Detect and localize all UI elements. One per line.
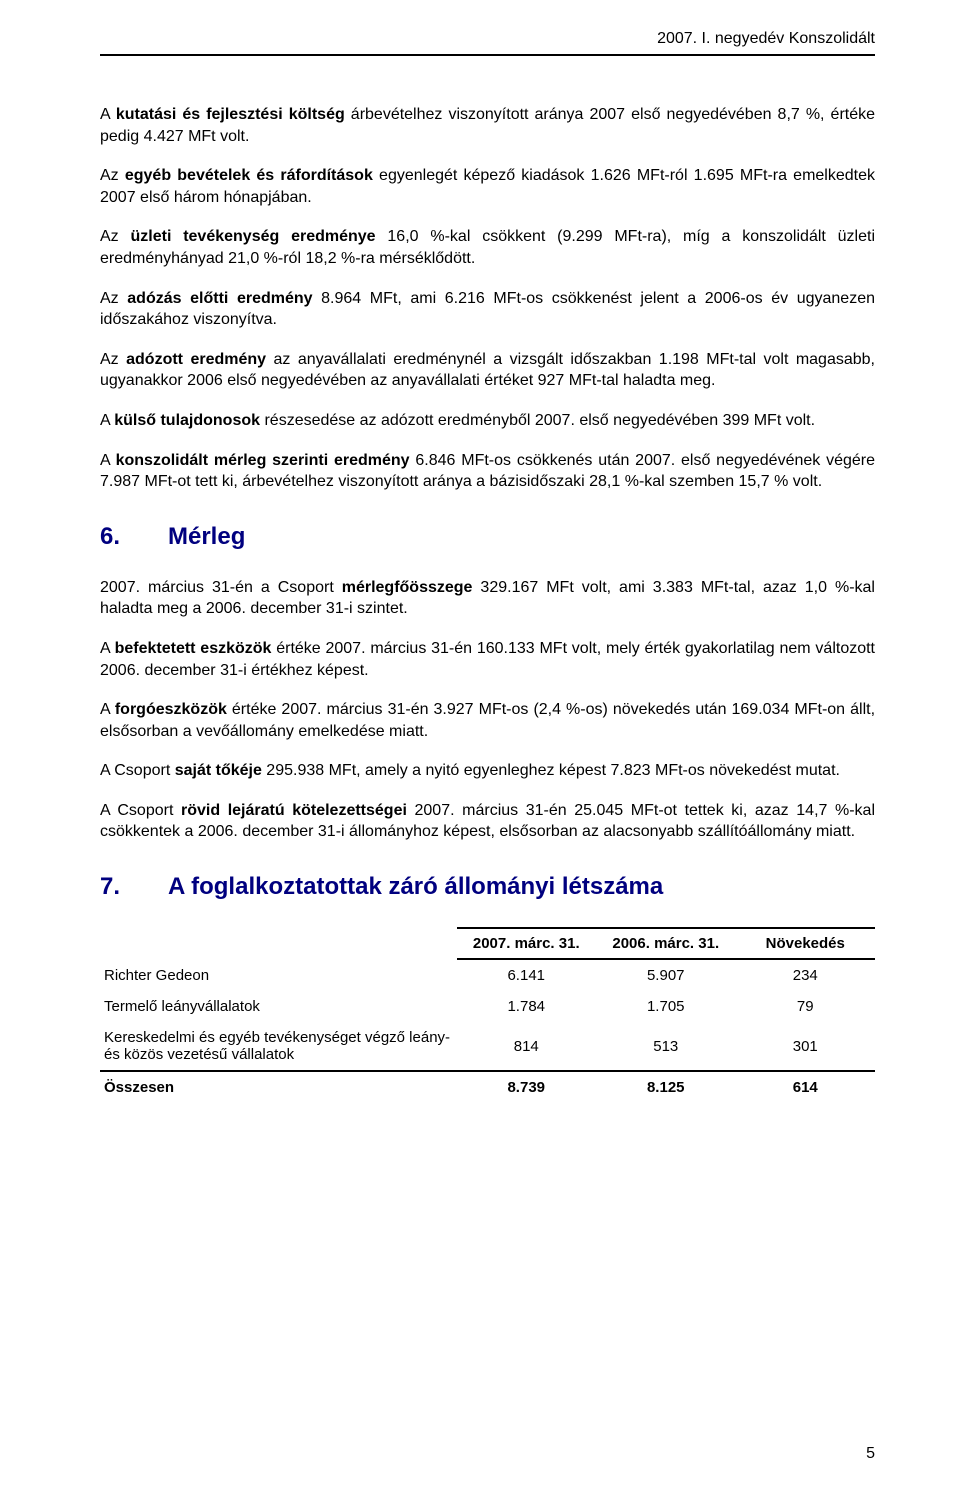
row-value: 301 <box>736 1022 876 1071</box>
table-row: Termelő leányvállalatok 1.784 1.705 79 <box>100 991 875 1022</box>
row-value: 6.141 <box>457 959 597 991</box>
row-value: 79 <box>736 991 876 1022</box>
table-row: Kereskedelmi és egyéb tevékenységet végz… <box>100 1022 875 1071</box>
bold-term: konszolidált mérleg szerinti eredmény <box>116 452 410 469</box>
total-label: Összesen <box>100 1071 457 1103</box>
table-header-blank <box>100 928 457 959</box>
total-value: 614 <box>736 1071 876 1103</box>
bold-term: forgóeszközök <box>115 701 227 718</box>
total-value: 8.739 <box>457 1071 597 1103</box>
text: Az <box>100 351 126 368</box>
paragraph-external-owners: A külső tulajdonosok részesedése az adóz… <box>100 410 875 432</box>
section-title: Mérleg <box>168 523 245 550</box>
table-total-row: Összesen 8.739 8.125 614 <box>100 1071 875 1103</box>
paragraph-pretax-result: Az adózás előtti eredmény 8.964 MFt, ami… <box>100 288 875 331</box>
text: részesedése az adózott eredményből 2007.… <box>260 412 815 429</box>
bold-term: mérlegfőösszege <box>342 579 473 596</box>
text: A <box>100 640 115 657</box>
paragraph-business-result: Az üzleti tevékenység eredménye 16,0 %-k… <box>100 226 875 269</box>
table-row: Richter Gedeon 6.141 5.907 234 <box>100 959 875 991</box>
page-number: 5 <box>866 1445 875 1463</box>
section-7-heading: 7.A foglalkoztatottak záró állományi lét… <box>100 873 875 901</box>
text: A <box>100 452 116 469</box>
row-value: 234 <box>736 959 876 991</box>
row-value: 1.784 <box>457 991 597 1022</box>
text: A <box>100 412 114 429</box>
paragraph-consolidated-balance: A konszolidált mérleg szerinti eredmény … <box>100 450 875 493</box>
paragraph-invested-assets: A befektetett eszközök értéke 2007. márc… <box>100 638 875 681</box>
paragraph-balance-total: 2007. március 31-én a Csoport mérlegfőös… <box>100 577 875 620</box>
text: Az <box>100 228 131 245</box>
section-title: A foglalkoztatottak záró állományi létsz… <box>168 873 663 900</box>
bold-term: befektetett eszközök <box>115 640 272 657</box>
text: A Csoport <box>100 802 181 819</box>
section-6-heading: 6.Mérleg <box>100 523 875 551</box>
employee-table: 2007. márc. 31. 2006. márc. 31. Növekedé… <box>100 927 875 1103</box>
bold-term: külső tulajdonosok <box>114 412 260 429</box>
section-number: 6. <box>100 523 168 551</box>
table-header-2007: 2007. márc. 31. <box>457 928 597 959</box>
section-number: 7. <box>100 873 168 901</box>
bold-term: adózás előtti eredmény <box>127 290 312 307</box>
paragraph-other-income: Az egyéb bevételek és ráfordítások egyen… <box>100 165 875 208</box>
paragraph-equity: A Csoport saját tőkéje 295.938 MFt, amel… <box>100 760 875 782</box>
row-label: Termelő leányvállalatok <box>100 991 457 1022</box>
text: Az <box>100 290 127 307</box>
bold-term: üzleti tevékenység eredménye <box>131 228 376 245</box>
table-header-growth: Növekedés <box>736 928 876 959</box>
row-value: 5.907 <box>596 959 736 991</box>
bold-term: egyéb bevételek és ráfordítások <box>125 167 373 184</box>
row-label: Richter Gedeon <box>100 959 457 991</box>
bold-term: adózott eredmény <box>126 351 266 368</box>
paragraph-taxed-result: Az adózott eredmény az anyavállalati ere… <box>100 349 875 392</box>
text: Az <box>100 167 125 184</box>
paragraph-current-assets: A forgóeszközök értéke 2007. március 31-… <box>100 699 875 742</box>
text: A <box>100 106 116 123</box>
row-label: Kereskedelmi és egyéb tevékenységet végz… <box>100 1022 457 1071</box>
text: A <box>100 701 115 718</box>
row-value: 513 <box>596 1022 736 1071</box>
text: 295.938 MFt, amely a nyitó egyenleghez k… <box>262 762 840 779</box>
page-header: 2007. I. negyedév Konszolidált <box>100 30 875 48</box>
bold-term: kutatási és fejlesztési költség <box>116 106 345 123</box>
total-value: 8.125 <box>596 1071 736 1103</box>
row-value: 814 <box>457 1022 597 1071</box>
bold-term: rövid lejáratú kötelezettségei <box>181 802 407 819</box>
text: A Csoport <box>100 762 175 779</box>
table-header-2006: 2006. márc. 31. <box>596 928 736 959</box>
text: 2007. március 31-én a Csoport <box>100 579 342 596</box>
paragraph-rd-cost: A kutatási és fejlesztési költség árbevé… <box>100 104 875 147</box>
row-value: 1.705 <box>596 991 736 1022</box>
table-header-row: 2007. márc. 31. 2006. márc. 31. Növekedé… <box>100 928 875 959</box>
paragraph-short-liabilities: A Csoport rövid lejáratú kötelezettségei… <box>100 800 875 843</box>
bold-term: saját tőkéje <box>175 762 262 779</box>
header-divider <box>100 54 875 56</box>
